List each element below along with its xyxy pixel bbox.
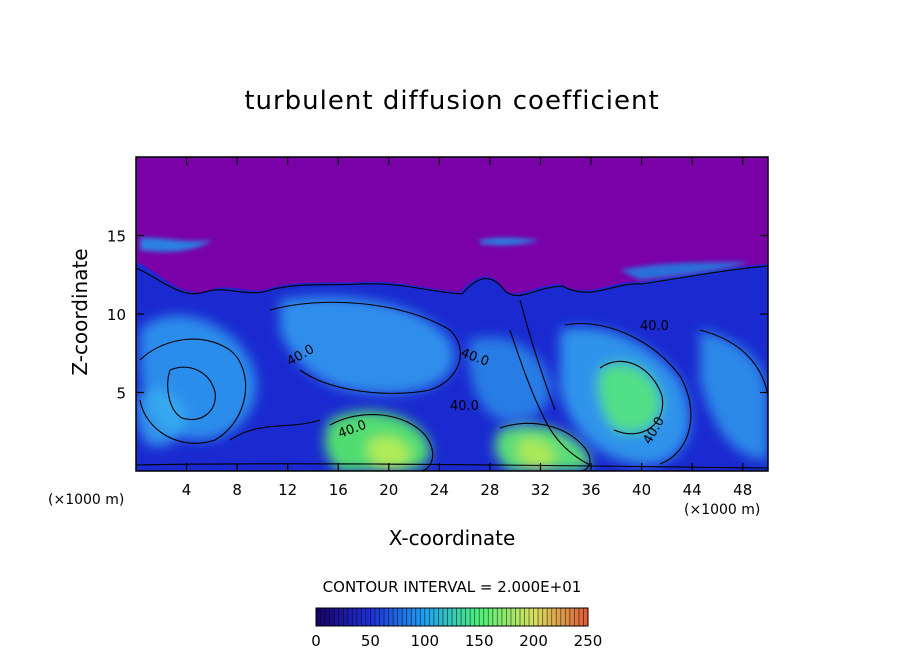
- colorbar: 0 50 100 150 200 250: [311, 607, 603, 650]
- contour-label: 40.0: [450, 399, 479, 414]
- contour-line-1: [136, 265, 768, 297]
- contour-line-5: [329, 414, 434, 471]
- y-tick-label: 10: [107, 306, 126, 324]
- colorbar-frame: [315, 607, 589, 627]
- eddy-mid-b: [280, 296, 455, 394]
- colorbar-tick-label: 250: [574, 632, 603, 650]
- colorbar-tick-label: 100: [410, 632, 439, 650]
- x-tick-label: 16: [329, 481, 348, 499]
- contour-line-6: [499, 422, 591, 471]
- x-tick-label: 40: [632, 481, 651, 499]
- x-tick-label: 4: [182, 481, 192, 499]
- chart-title: turbulent diffusion coefficient: [244, 86, 660, 116]
- contour-line-9: [699, 329, 768, 397]
- eddy-peak-a: [367, 436, 411, 469]
- x-tick-label: 24: [430, 481, 449, 499]
- field-streaks: [140, 237, 750, 280]
- x-axis-label: X-coordinate: [388, 526, 516, 550]
- streak-right: [620, 262, 750, 280]
- x-tick-label: 8: [232, 481, 242, 499]
- contour-lines: [136, 265, 768, 471]
- contour-line-10: [509, 329, 591, 466]
- field-layer: [136, 157, 768, 471]
- x-axis-ticks: 4 8 12 16 20 24 28 32 36 40 44 48: [182, 157, 752, 499]
- eddy-high-c: [598, 363, 661, 434]
- contour-line-2: [139, 338, 247, 444]
- contour-line-4: [269, 301, 461, 394]
- x-unit-right-label: (×1000 m): [684, 502, 761, 518]
- eddy-peak-b: [517, 438, 556, 470]
- y-tick-label: 5: [116, 385, 126, 403]
- colorbar-tick-label: 0: [311, 632, 321, 650]
- colorbar-tick-label: 200: [519, 632, 548, 650]
- x-unit-left-label: (×1000 m): [48, 492, 125, 508]
- streak-center: [480, 237, 540, 246]
- field-eddies: [136, 296, 768, 471]
- contour-line-12: [229, 419, 321, 441]
- y-tick-label: 15: [107, 228, 126, 246]
- colorbar-tick-label: 50: [361, 632, 380, 650]
- contour-line-8: [599, 360, 664, 435]
- contour-line-11: [519, 299, 556, 411]
- x-tick-label: 20: [379, 481, 398, 499]
- x-tick-label: 12: [278, 481, 297, 499]
- streak-left: [140, 237, 212, 252]
- eddy-mid-f: [468, 336, 551, 421]
- contour-interval-label: CONTOUR INTERVAL = 2.000E+01: [322, 578, 582, 596]
- colorbar-tick-label: 150: [465, 632, 494, 650]
- y-axis-label: Z-coordinate: [68, 248, 92, 376]
- contour-line-7: [564, 323, 692, 465]
- eddy-mid-e: [136, 389, 186, 446]
- x-tick-label: 44: [683, 481, 702, 499]
- contour-line-13: [136, 463, 768, 469]
- x-tick-label: 28: [480, 481, 499, 499]
- y-axis-ticks: 5 10 15: [107, 228, 768, 403]
- contour-label: 40.0: [640, 319, 669, 334]
- eddy-mid-d: [700, 330, 768, 460]
- x-tick-label: 48: [733, 481, 752, 499]
- x-tick-label: 32: [531, 481, 550, 499]
- x-tick-label: 36: [581, 481, 600, 499]
- contour-line-3: [167, 366, 216, 420]
